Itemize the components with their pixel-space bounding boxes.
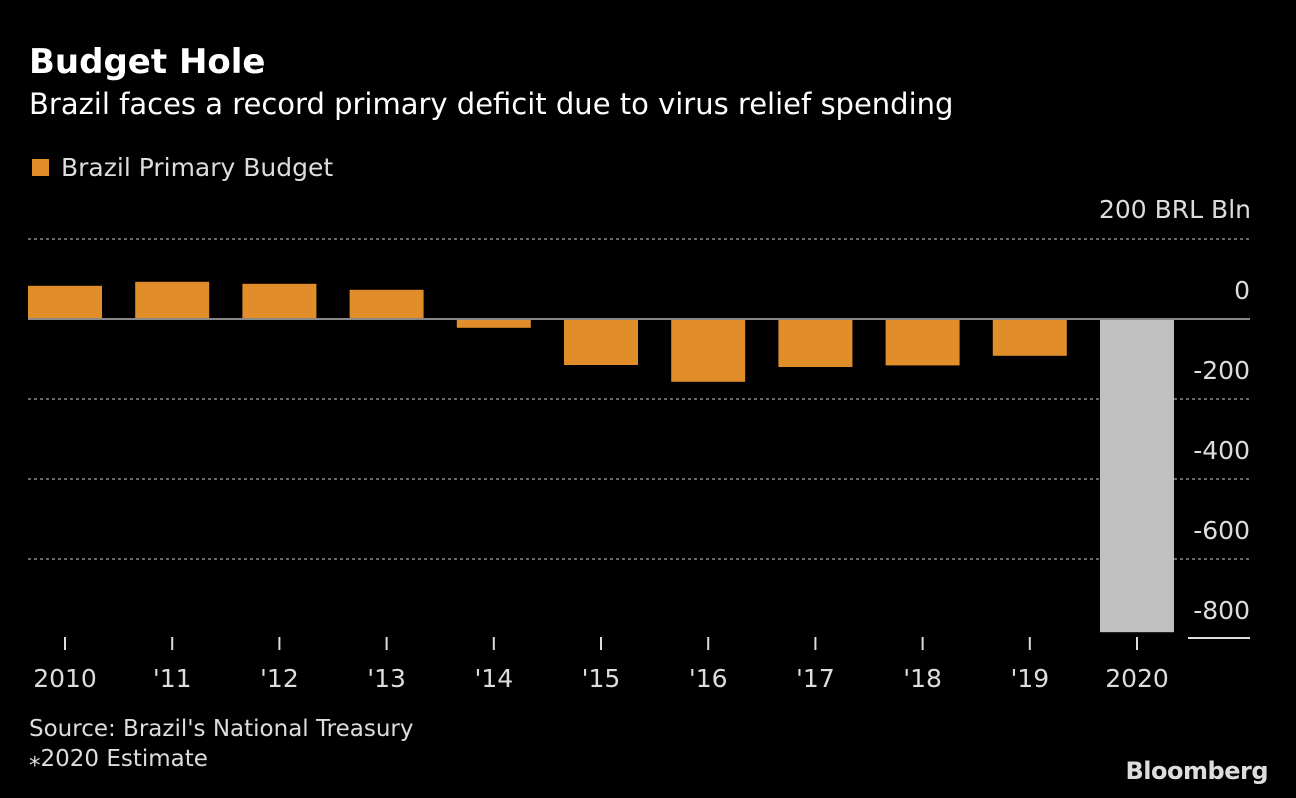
x-tick-label: '13 <box>367 664 406 693</box>
x-tick-label: '17 <box>796 664 835 693</box>
bar-'16 <box>671 319 746 382</box>
x-tick-label: '19 <box>1010 664 1049 693</box>
estimate-note: ⁎2020 Estimate <box>29 746 208 772</box>
y-tick-label: -600 <box>1193 516 1250 545</box>
x-tick-label: '11 <box>153 664 192 693</box>
x-tick-label: 2010 <box>33 664 97 693</box>
y-tick-label: -800 <box>1193 596 1250 625</box>
bar-'15 <box>564 319 638 365</box>
chart-subtitle: Brazil faces a record primary deficit du… <box>29 87 954 121</box>
source-note: Source: Brazil's National Treasury <box>29 716 414 742</box>
x-tick-label: '15 <box>582 664 621 693</box>
x-tick-label: '12 <box>260 664 299 693</box>
x-tick-label: '14 <box>474 664 513 693</box>
unit-label: 200 BRL Bln <box>1098 195 1251 224</box>
bar-'13 <box>349 289 424 319</box>
bar-'18 <box>885 319 960 366</box>
chart-title: Budget Hole <box>29 42 266 82</box>
legend: Brazil Primary Budget <box>32 153 333 182</box>
y-tick-label: 0 <box>1234 276 1250 305</box>
bar-'19 <box>992 319 1067 356</box>
bar-'11 <box>135 281 210 319</box>
legend-label: Brazil Primary Budget <box>61 153 334 182</box>
bar-2020 <box>1100 319 1174 633</box>
x-tick-label: '16 <box>689 664 728 693</box>
x-tick-label: 2020 <box>1105 664 1169 693</box>
bar-'12 <box>242 283 317 319</box>
bar-2010 <box>28 285 102 319</box>
x-tick-label: '18 <box>903 664 942 693</box>
y-tick-label: -200 <box>1193 356 1250 385</box>
bar-'14 <box>456 319 531 328</box>
legend-swatch <box>32 159 49 176</box>
bar-'17 <box>778 319 853 367</box>
y-tick-label: -400 <box>1193 436 1250 465</box>
bloomberg-logo: Bloomberg <box>1125 757 1269 785</box>
